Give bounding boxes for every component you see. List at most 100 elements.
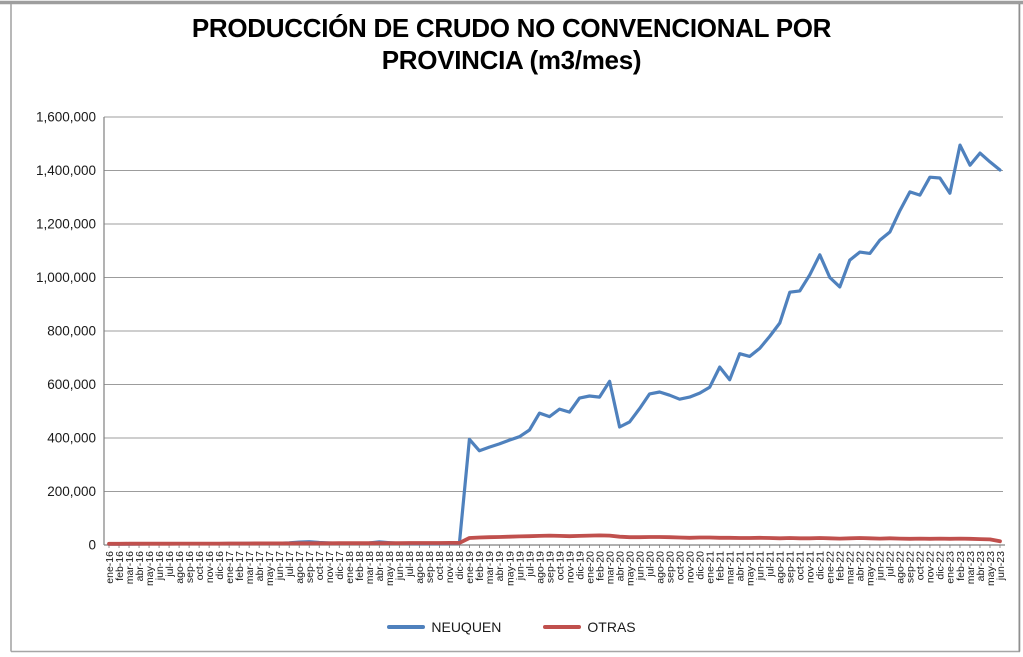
x-axis-tick-label: feb-17: [234, 551, 246, 581]
x-axis-tick-label: may-17: [264, 551, 276, 586]
x-axis-tick-label: jul-21: [765, 551, 777, 578]
x-axis-tick-label: ago-22: [895, 551, 907, 584]
x-axis-tick-label: jul-18: [404, 551, 416, 578]
x-axis-tick-label: abr-16: [134, 551, 146, 582]
y-axis-tick-label: 1,400,000: [36, 163, 96, 178]
x-axis-tick-label: nov-20: [684, 551, 696, 583]
x-axis-tick-label: dic-18: [454, 551, 466, 580]
x-axis-tick-label: nov-21: [805, 551, 817, 583]
x-axis-tick-label: jul-19: [524, 551, 536, 578]
x-axis-tick-label: ene-22: [825, 551, 837, 584]
x-axis-tick-label: ene-16: [104, 551, 116, 584]
x-axis-tick-label: dic-21: [815, 551, 827, 580]
x-axis-tick-label: may-16: [144, 551, 156, 586]
legend-item-otras: OTRAS: [543, 619, 636, 635]
x-axis-tick-label: may-22: [865, 551, 877, 586]
x-axis-tick-label: oct-21: [795, 551, 807, 580]
x-axis-tick-label: ene-17: [224, 551, 236, 584]
x-axis-tick-label: may-18: [384, 551, 396, 586]
x-axis-tick-label: abr-21: [735, 551, 747, 582]
x-axis-tick-label: mar-23: [965, 551, 977, 584]
x-axis-tick-label: ene-23: [945, 551, 957, 584]
x-axis-tick-label: ago-21: [775, 551, 787, 584]
x-axis-tick-label: ago-19: [534, 551, 546, 584]
x-axis-tick-label: jun-21: [755, 551, 767, 581]
x-axis-tick-label: mar-20: [604, 551, 616, 584]
x-axis-tick-label: feb-22: [835, 551, 847, 581]
x-axis-tick-label: abr-22: [855, 551, 867, 582]
y-axis-tick-label: 1,600,000: [36, 110, 96, 125]
x-axis-tick-label: oct-19: [554, 551, 566, 580]
x-axis-tick-label: ene-18: [344, 551, 356, 584]
x-axis-tick-label: ago-16: [174, 551, 186, 584]
x-axis-tick-label: sep-16: [184, 551, 196, 583]
x-axis-tick-label: ago-20: [654, 551, 666, 584]
x-axis-tick-label: sep-22: [905, 551, 917, 583]
neuquen-line-swatch: [387, 625, 426, 629]
x-axis-tick-label: dic-16: [214, 551, 226, 580]
x-axis-tick-label: oct-17: [314, 551, 326, 580]
x-axis-tick-label: feb-18: [354, 551, 366, 581]
x-axis-tick-label: jun-16: [154, 551, 166, 581]
x-axis-tick-label: oct-16: [194, 551, 206, 580]
legend-label-neuquen: NEUQUEN: [431, 619, 502, 635]
y-axis-tick-label: 800,000: [47, 324, 96, 339]
x-axis-tick-label: jun-22: [875, 551, 887, 581]
x-axis-tick-label: ene-21: [704, 551, 716, 584]
chart-title: PRODUCCIÓN DE CRUDO NO CONVENCIONAL POR …: [162, 13, 862, 76]
x-axis-tick-label: feb-21: [714, 551, 726, 581]
x-axis-tick-label: mar-19: [484, 551, 496, 584]
x-axis-tick-label: may-20: [624, 551, 636, 586]
x-axis-tick-label: abr-17: [254, 551, 266, 582]
y-axis-tick-label: 0: [88, 538, 96, 553]
series-line-neuquen: [107, 143, 1002, 546]
otras-line-swatch: [543, 625, 582, 629]
chart-title-line1: PRODUCCIÓN DE CRUDO NO CONVENCIONAL POR: [191, 13, 832, 43]
x-axis-tick-label: oct-18: [434, 551, 446, 580]
legend-item-neuquen: NEUQUEN: [387, 619, 501, 635]
chart-title-line2: PROVINCIA (m3/mes): [381, 44, 642, 75]
x-axis-tick-label: jun-23: [995, 551, 1007, 581]
series-line-otras: [107, 533, 1002, 546]
x-axis-tick-label: jul-17: [284, 551, 296, 578]
x-axis-tick-label: feb-19: [474, 551, 486, 581]
x-axis-tick-label: sep-21: [785, 551, 797, 583]
y-axis-tick-label: 1,200,000: [36, 217, 96, 232]
x-axis-tick-label: ago-17: [294, 551, 306, 584]
x-axis-tick-label: sep-18: [424, 551, 436, 583]
x-axis-tick-label: jun-18: [394, 551, 406, 581]
x-axis-tick-label: abr-23: [975, 551, 987, 582]
x-axis-tick-label: dic-22: [935, 551, 947, 580]
x-axis-tick-label: dic-19: [574, 551, 586, 580]
x-axis-tick-label: abr-18: [374, 551, 386, 582]
x-axis-tick-label: mar-17: [244, 551, 256, 584]
x-axis-tick-label: jul-22: [885, 551, 897, 578]
x-axis-tick-label: ago-18: [414, 551, 426, 584]
y-axis-tick-label: 1,000,000: [36, 270, 96, 285]
x-axis-tick-label: feb-20: [594, 551, 606, 581]
x-axis-tick-label: jun-17: [274, 551, 286, 581]
x-axis-tick-label: nov-16: [204, 551, 216, 583]
y-axis-tick-label: 400,000: [47, 431, 96, 446]
x-axis-tick-label: mar-22: [845, 551, 857, 584]
x-axis-tick-label: dic-17: [334, 551, 346, 580]
x-axis-tick-label: abr-20: [614, 551, 626, 582]
x-axis-tick-label: may-21: [745, 551, 757, 586]
x-axis-tick-label: may-23: [985, 551, 997, 586]
x-axis-tick-label: feb-23: [955, 551, 967, 581]
x-axis-tick-label: nov-19: [564, 551, 576, 583]
legend-label-otras: OTRAS: [587, 619, 636, 635]
x-axis-tick-label: ene-20: [584, 551, 596, 584]
x-axis-tick-label: jul-16: [164, 551, 176, 578]
x-axis-tick-label: feb-16: [114, 551, 126, 581]
x-axis-tick-label: sep-17: [304, 551, 316, 583]
y-axis-tick-label: 200,000: [47, 484, 96, 499]
x-axis-tick-label: mar-18: [364, 551, 376, 584]
x-axis-tick-label: ene-19: [464, 551, 476, 584]
x-axis-tick-label: may-19: [504, 551, 516, 586]
x-axis-tick-label: oct-20: [674, 551, 686, 580]
x-axis-tick-label: nov-22: [925, 551, 937, 583]
y-axis-tick-label: 600,000: [47, 377, 96, 392]
x-axis-tick-label: oct-22: [915, 551, 927, 580]
